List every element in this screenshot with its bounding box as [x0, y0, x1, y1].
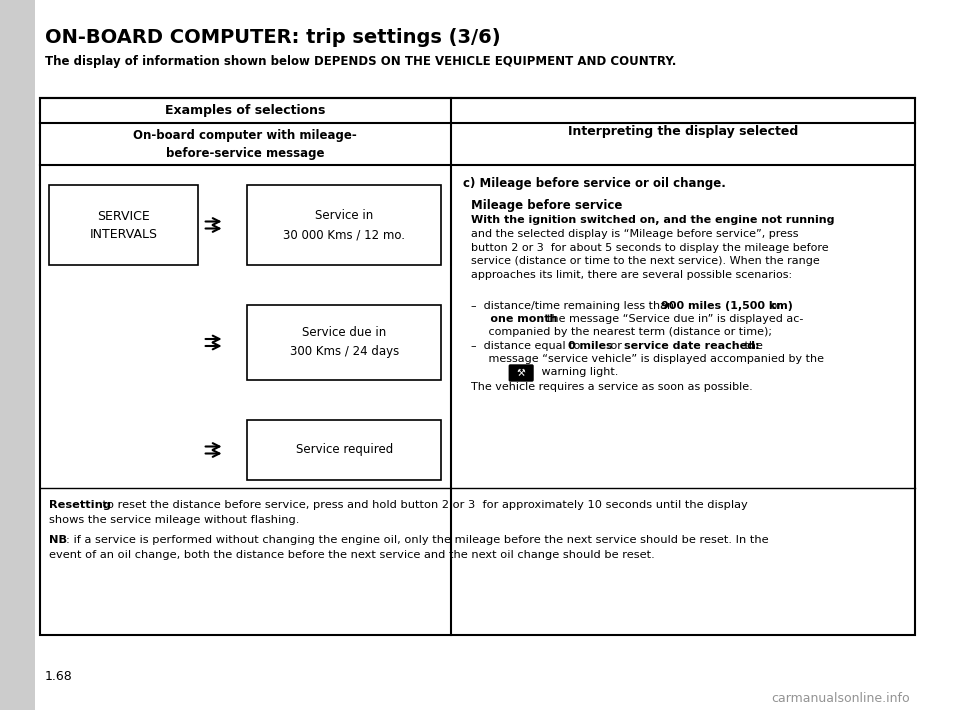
Text: service date reached:: service date reached: [624, 341, 759, 351]
Text: Service required: Service required [296, 444, 393, 457]
Text: ⚒: ⚒ [516, 368, 525, 378]
Text: companied by the nearest term (distance or time);: companied by the nearest term (distance … [470, 327, 772, 337]
Bar [248, 185, 441, 265]
Bar [39, 98, 915, 635]
Text: carmanualsonline.info: carmanualsonline.info [771, 692, 910, 705]
Text: The vehicle requires a service as soon as possible.: The vehicle requires a service as soon a… [470, 382, 753, 392]
Text: 1.68: 1.68 [44, 670, 72, 683]
Text: ON-BOARD COMPUTER: trip settings (3/6): ON-BOARD COMPUTER: trip settings (3/6) [44, 28, 500, 47]
Bar [50, 185, 198, 265]
Text: On-board computer with mileage-
before-service message: On-board computer with mileage- before-s… [133, 129, 357, 160]
Bar [0, 0, 35, 710]
Text: Service due in
300 Kms / 24 days: Service due in 300 Kms / 24 days [290, 327, 398, 359]
Text: Mileage before service: Mileage before service [470, 199, 622, 212]
Text: event of an oil change, both the distance before the next service and the next o: event of an oil change, both the distanc… [50, 550, 656, 560]
Text: –  distance equal to: – distance equal to [470, 341, 584, 351]
Text: : if a service is performed without changing the engine oil, only the mileage be: : if a service is performed without chan… [66, 535, 769, 545]
Text: or: or [767, 301, 782, 311]
Text: Resetting: Resetting [50, 500, 111, 510]
Text: Examples of selections: Examples of selections [165, 104, 325, 117]
Text: 900 miles (1,500 km): 900 miles (1,500 km) [660, 301, 793, 311]
Text: 0 miles: 0 miles [567, 341, 612, 351]
Text: The display of information shown below DEPENDS ON THE VEHICLE EQUIPMENT AND COUN: The display of information shown below D… [44, 55, 676, 68]
Text: c) Mileage before service or oil change.: c) Mileage before service or oil change. [463, 177, 726, 190]
Text: the: the [741, 341, 762, 351]
Text: message “service vehicle” is displayed accompanied by the: message “service vehicle” is displayed a… [470, 354, 824, 364]
Text: Service in
30 000 Kms / 12 mo.: Service in 30 000 Kms / 12 mo. [283, 209, 405, 241]
Text: warning light.: warning light. [538, 367, 618, 377]
Text: NB: NB [50, 535, 67, 545]
Text: With the ignition switched on, and the engine not running: With the ignition switched on, and the e… [470, 215, 834, 225]
Text: shows the service mileage without flashing.: shows the service mileage without flashi… [50, 515, 300, 525]
Text: and the selected display is “Mileage before service”, press
button 2 or 3  for a: and the selected display is “Mileage bef… [470, 229, 828, 280]
Bar [248, 305, 441, 380]
Text: : the message “Service due in” is displayed ac-: : the message “Service due in” is displa… [540, 314, 804, 324]
Text: –  distance/time remaining less than: – distance/time remaining less than [470, 301, 678, 311]
Text: SERVICE
INTERVALS: SERVICE INTERVALS [89, 209, 157, 241]
Text: Interpreting the display selected: Interpreting the display selected [567, 125, 798, 138]
Text: : to reset the distance before service, press and hold button 2 or 3  for approx: : to reset the distance before service, … [95, 500, 748, 510]
FancyBboxPatch shape [510, 365, 533, 381]
Bar [248, 420, 441, 480]
Text: one month: one month [470, 314, 557, 324]
Text: or: or [608, 341, 626, 351]
